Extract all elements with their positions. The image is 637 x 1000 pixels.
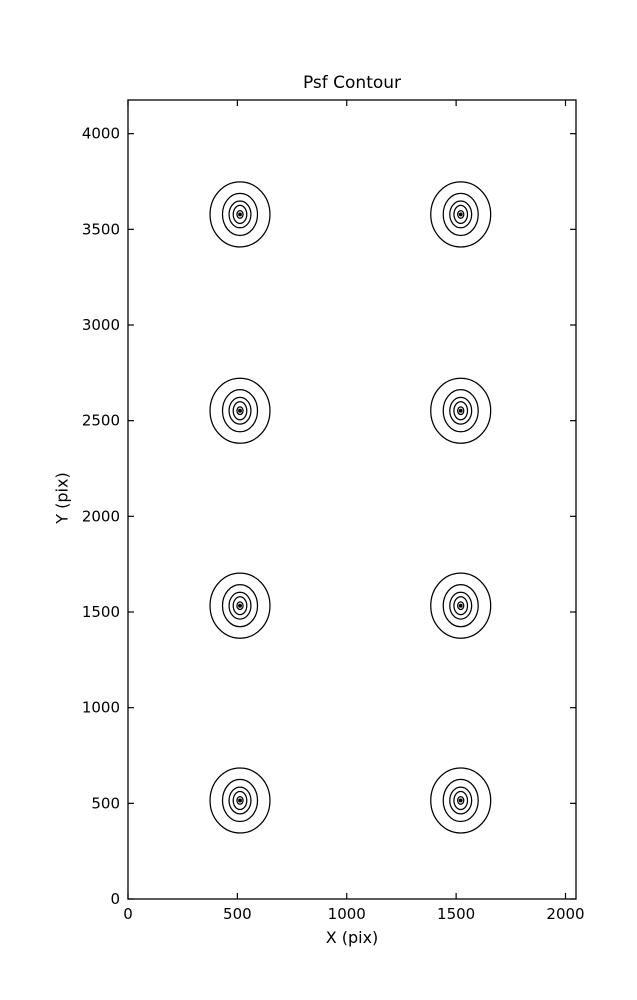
contour-level (453, 790, 469, 811)
contour-cluster (209, 181, 271, 248)
contour-center-dot (458, 408, 463, 413)
contour-center-dot (238, 603, 242, 608)
plot-title: Psf Contour (302, 73, 402, 93)
contour-level (209, 181, 271, 248)
contour-level (449, 200, 473, 229)
contour-level (430, 767, 492, 834)
contour-level (442, 778, 479, 823)
contour-level (232, 204, 248, 225)
contour-level (453, 596, 469, 616)
contour-level (209, 767, 271, 834)
contour-level (232, 596, 248, 616)
axes-box (127, 99, 577, 900)
contour-cluster (209, 572, 271, 639)
contour-level (236, 406, 244, 416)
contour-level (442, 192, 479, 237)
contour-level (236, 209, 244, 219)
y-axis-ticks: 0 500 1000 1500 2000 2500 3000 3500 4000 (82, 125, 576, 908)
contour-level (236, 601, 244, 611)
contour-level (457, 406, 465, 416)
y-tick-label: 0 (110, 890, 120, 908)
y-tick-label: 4000 (82, 125, 120, 143)
x-axis-label: X (pix) (325, 928, 379, 947)
contour-cluster (209, 767, 271, 834)
contour-level (449, 396, 473, 425)
y-axis-label: Y (pix) (52, 472, 72, 524)
contour-level (228, 591, 252, 620)
contour-level (228, 786, 252, 815)
contour-level (449, 786, 473, 815)
contour-level (221, 778, 259, 823)
contour-cluster (430, 767, 492, 834)
contour-level (449, 591, 473, 620)
contour-level (430, 377, 492, 444)
y-tick-label: 2000 (82, 507, 120, 525)
y-tick-label: 500 (91, 794, 120, 812)
contour-level (236, 796, 244, 805)
psf-contours (209, 181, 492, 834)
contour-cluster (430, 377, 492, 444)
y-tick-label: 3000 (82, 316, 120, 334)
contour-center-dot (458, 603, 463, 608)
contour-level (221, 389, 259, 433)
y-tick-label: 1500 (82, 603, 120, 621)
x-tick-label: 1000 (328, 905, 366, 923)
contour-level (221, 192, 259, 237)
contour-level (442, 389, 479, 433)
contour-center-dot (238, 212, 242, 217)
contour-level (457, 796, 465, 805)
contour-level (232, 790, 248, 811)
contour-level (209, 377, 271, 444)
contour-cluster (430, 181, 492, 248)
x-axis-ticks: 0 500 1000 1500 2000 (123, 100, 585, 923)
contour-level (457, 601, 465, 611)
contour-center-dot (458, 798, 463, 803)
contour-level (430, 572, 492, 639)
contour-level (228, 396, 252, 425)
contour-cluster (430, 572, 492, 639)
contour-level (442, 584, 479, 628)
contour-level (453, 401, 469, 421)
contour-level (457, 209, 465, 219)
contour-cluster (209, 377, 271, 444)
contour-level (453, 204, 469, 225)
x-tick-label: 1500 (437, 905, 475, 923)
x-tick-label: 2000 (546, 905, 584, 923)
x-tick-label: 0 (123, 905, 133, 923)
contour-level (209, 572, 271, 639)
x-tick-label: 500 (223, 905, 252, 923)
contour-level (221, 584, 259, 628)
y-tick-label: 1000 (82, 699, 120, 717)
contour-level (430, 181, 492, 248)
contour-center-dot (238, 798, 242, 803)
contour-level (228, 200, 252, 229)
contour-level (232, 401, 248, 421)
contour-center-dot (458, 212, 463, 217)
contour-center-dot (238, 408, 242, 413)
y-tick-label: 2500 (82, 412, 120, 430)
y-tick-label: 3500 (82, 220, 120, 238)
